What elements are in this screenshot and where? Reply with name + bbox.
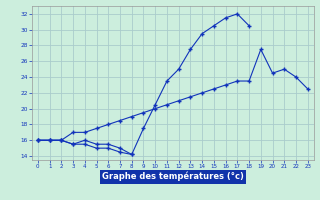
X-axis label: Graphe des températures (°c): Graphe des températures (°c) bbox=[102, 172, 244, 181]
